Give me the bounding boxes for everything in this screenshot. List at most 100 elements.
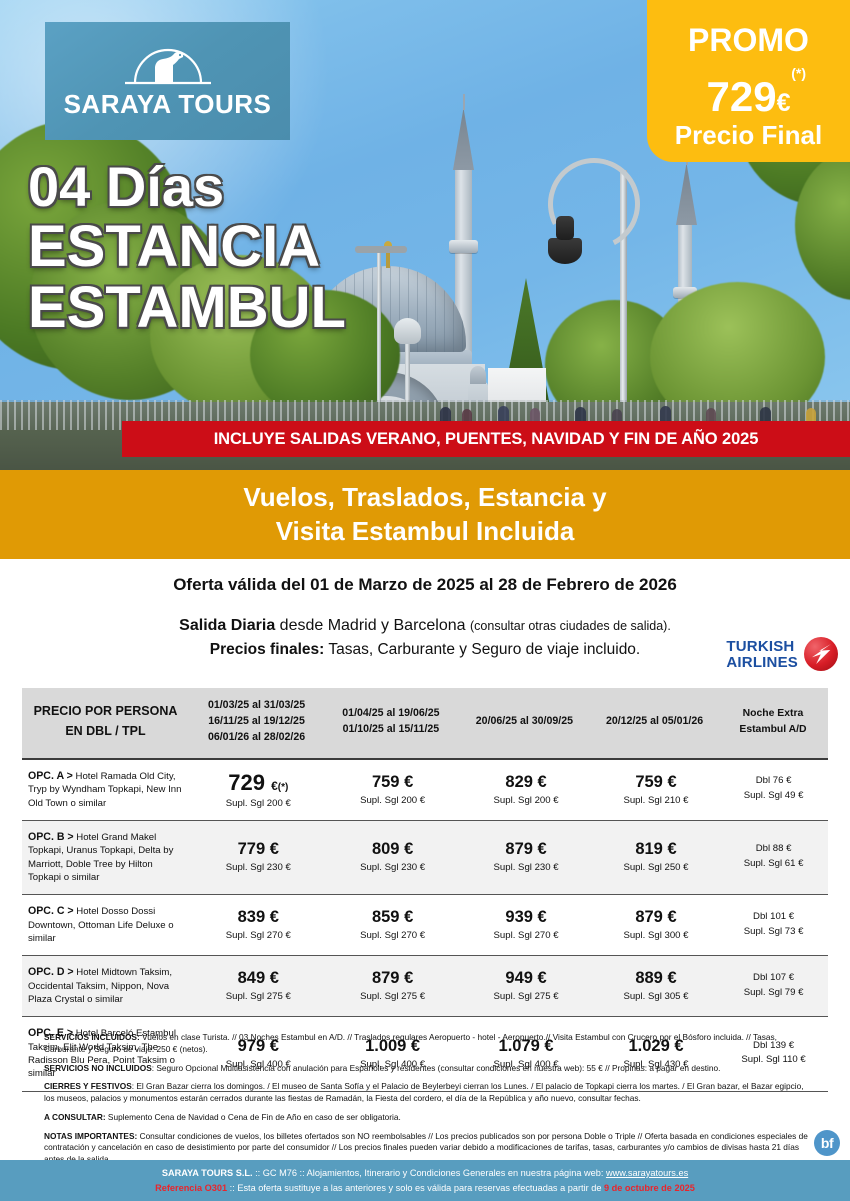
hero-title-line1: 04 Días <box>28 155 225 218</box>
brand-logo-card[interactable]: SARAYA TOURS <box>45 22 290 140</box>
final-prices-label: Precios finales: <box>209 641 325 658</box>
price-value: 839 € <box>237 908 279 927</box>
header-cell-period-1: 01/03/25 al 31/03/25 16/11/25 al 19/12/2… <box>189 688 324 758</box>
price-value: 879 € <box>635 908 677 927</box>
period1-date2: 16/11/25 al 19/12/25 <box>208 714 305 727</box>
table-row[interactable]: OPC. A > Hotel Ramada Old City, Tryp by … <box>22 760 828 821</box>
single-supplement: Supl. Sgl 230 € <box>493 862 559 874</box>
turkish-airlines-bird-icon <box>804 637 838 671</box>
promo-title: PROMO <box>688 22 809 58</box>
single-supplement: Supl. Sgl 430 € <box>623 1058 689 1070</box>
turkish-airlines-text: TURKISH AIRLINES <box>726 639 798 670</box>
footer-reference: Referencia O301 <box>155 1182 228 1193</box>
departure-label: Salida Diaria <box>179 617 276 634</box>
price-value: 1.009 € <box>365 1036 421 1055</box>
offer-info-block: Oferta válida del 01 de Marzo de 2025 al… <box>0 565 850 671</box>
row-hotels-cell: OPC. D > Hotel Midtown Taksim, Occidenta… <box>22 956 191 1016</box>
red-banner: INCLUYE SALIDAS VERANO, PUENTES, NAVIDAD… <box>122 421 850 457</box>
row-extra-night: Dbl 107 € Supl. Sgl 79 € <box>719 956 828 1016</box>
extra-night-sgl: Supl. Sgl 79 € <box>743 986 804 998</box>
single-supplement: Supl. Sgl 200 € <box>493 794 559 806</box>
tree <box>250 290 400 420</box>
row-hotels-cell: OPC. A > Hotel Ramada Old City, Tryp by … <box>22 760 191 820</box>
extra-night-dbl: Dbl 107 € <box>753 971 795 983</box>
row-price-period-3: 939 € Supl. Sgl 270 € <box>459 895 592 955</box>
price-value: 939 € <box>505 908 547 927</box>
row-hotels: Hotel Dosso Dossi Downtown, Ottoman Life… <box>28 906 174 944</box>
single-supplement: Supl. Sgl 200 € <box>360 794 426 806</box>
extra-night-sgl: Supl. Sgl 73 € <box>743 925 804 937</box>
period1-date3: 06/01/26 al 28/02/26 <box>207 730 306 743</box>
promo-badge[interactable]: PROMO (*) 729€ Precio Final <box>647 0 850 162</box>
table-row[interactable]: OPC. D > Hotel Midtown Taksim, Occidenta… <box>22 956 828 1018</box>
price-asterisk: (*) <box>277 781 289 793</box>
header-cell-period-4: 20/12/25 al 05/01/26 <box>591 688 718 758</box>
row-price-period-4: 759 € Supl. Sgl 210 € <box>593 760 719 820</box>
gold-band-line2: Visita Estambul Incluida <box>275 515 575 546</box>
pedestrian <box>612 409 622 426</box>
table-row[interactable]: OPC. E > Hotel Barceló Estambul Taksim, … <box>22 1017 828 1092</box>
row-code: OPC. C > <box>28 905 74 918</box>
pedestrian <box>440 407 451 426</box>
extra-night-dbl: Dbl 101 € <box>753 910 795 922</box>
single-supplement: Supl. Sgl 250 € <box>623 862 689 874</box>
footer-valid-from-date: 9 de octubre de 2025 <box>604 1182 695 1193</box>
ornate-lamp-head <box>394 318 421 344</box>
street-lamp-neck <box>556 216 574 240</box>
row-code: OPC. A > <box>28 769 73 782</box>
row-price-period-1: 729 €(*) Supl. Sgl 200 € <box>191 760 326 820</box>
single-supplement: Supl. Sgl 400 € <box>493 1058 559 1070</box>
pedestrian <box>760 407 771 426</box>
extra-night-sgl: Supl. Sgl 110 € <box>741 1054 806 1066</box>
price-currency: € <box>271 778 278 793</box>
extra-night-dbl: Dbl 139 € <box>753 1039 795 1051</box>
to-consult-label: A CONSULTAR: <box>44 1111 106 1122</box>
row-price-period-3: 1.079 € Supl. Sgl 400 € <box>459 1017 592 1090</box>
single-supplement: Supl. Sgl 300 € <box>623 930 689 942</box>
pedestrian <box>498 406 509 426</box>
row-hotels-cell: OPC. B > Hotel Grand Makel Topkapi, Uran… <box>22 821 191 894</box>
row-price-period-2: 759 € Supl. Sgl 200 € <box>326 760 459 820</box>
extra-night-line1: Noche Extra <box>742 708 804 720</box>
closures-holidays: CIERRES Y FESTIVOS: El Gran Bazar cierra… <box>44 1081 812 1105</box>
table-row[interactable]: OPC. B > Hotel Grand Makel Topkapi, Uran… <box>22 820 828 896</box>
closures-label: CIERRES Y FESTIVOS <box>44 1081 132 1092</box>
row-code: OPC. B > <box>28 830 74 843</box>
footer-website-link[interactable]: www.sarayatours.es <box>605 1167 689 1178</box>
single-supplement: Supl. Sgl 270 € <box>493 930 559 942</box>
pedestrian <box>806 408 816 426</box>
bf-logo-icon: bf <box>814 1130 840 1156</box>
single-supplement: Supl. Sgl 200 € <box>225 797 291 809</box>
single-supplement: Supl. Sgl 270 € <box>225 930 291 942</box>
airline-name-line2: AIRLINES <box>726 653 798 671</box>
price-value: 809 € <box>371 840 414 859</box>
row-price-period-4: 879 € Supl. Sgl 300 € <box>593 895 719 955</box>
table-row[interactable]: OPC. C > Hotel Dosso Dossi Downtown, Ott… <box>22 895 828 957</box>
table-body: OPC. A > Hotel Ramada Old City, Tryp by … <box>22 760 828 1092</box>
single-supplement: Supl. Sgl 210 € <box>623 794 689 806</box>
price-value: 979 € <box>237 1036 279 1055</box>
camel-arch-icon <box>103 43 233 87</box>
price-table: PRECIO POR PERSONA EN DBL / TPL 01/03/25… <box>22 688 828 1092</box>
price-value: 779 € <box>237 840 279 859</box>
single-supplement: Supl. Sgl 400 € <box>225 1058 291 1070</box>
extra-night-dbl: Dbl 76 € <box>755 775 792 787</box>
footer-line2-mid: :: Esta oferta sustituye a las anteriore… <box>227 1182 604 1193</box>
street-lamp-head <box>548 238 582 264</box>
validity-text: Oferta válida del 01 de Marzo de 2025 al… <box>173 575 677 594</box>
period3-date1: 20/06/25 al 30/09/25 <box>475 714 573 727</box>
to-consult: A CONSULTAR: Suplemento Cena de Navidad … <box>44 1112 812 1124</box>
departure-text: Salida Diaria desde Madrid y Barcelona (… <box>0 617 850 635</box>
hero-title-line3: ESTAMBUL <box>28 275 346 341</box>
price-value: 859 € <box>371 908 414 927</box>
price-value: 729 <box>228 769 265 795</box>
row-hotels: Hotel Midtown Taksim, Occidental Taksim,… <box>28 967 173 1005</box>
services-not-included: SERVICIOS NO INCLUIDOS: Seguro Opcional … <box>44 1063 812 1075</box>
row-price-period-2: 859 € Supl. Sgl 270 € <box>326 895 459 955</box>
fine-print: SERVICIOS INCLUIDOS: Vuelos en clase Tur… <box>44 1032 812 1173</box>
row-price-period-2: 809 € Supl. Sgl 230 € <box>326 821 459 894</box>
price-value: 889 € <box>635 969 677 988</box>
row-hotels: Hotel Grand Makel Topkapi, Uranus Topkap… <box>28 831 174 883</box>
price-value: 819 € <box>635 840 677 859</box>
